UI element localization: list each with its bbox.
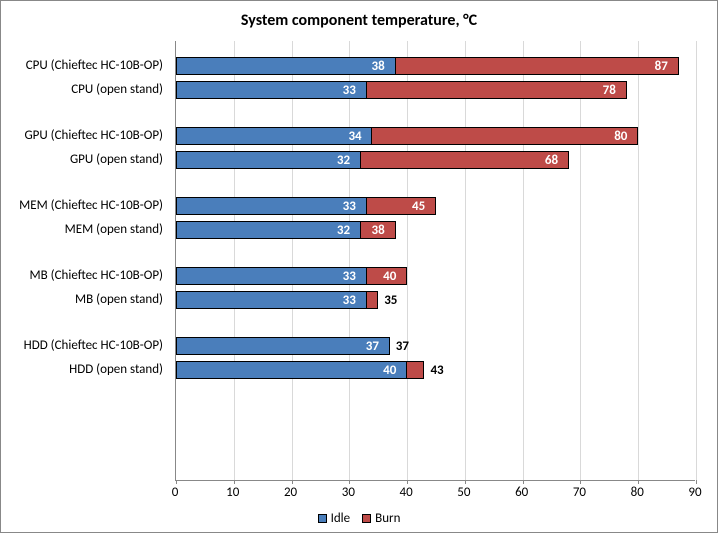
x-tick — [580, 480, 581, 484]
bar-value-idle: 38 — [372, 57, 385, 75]
bar-value-burn: 80 — [614, 127, 627, 145]
x-tick — [523, 480, 524, 484]
x-axis-label: 90 — [680, 485, 710, 500]
x-tick — [696, 480, 697, 484]
bar-segment-idle — [176, 127, 372, 145]
x-tick — [638, 480, 639, 484]
legend-label-idle: Idle — [331, 511, 351, 526]
bar-value-burn: 35 — [384, 291, 397, 309]
legend-swatch-burn — [362, 514, 371, 523]
bar-value-idle: 32 — [337, 221, 350, 239]
bar-value-burn: 78 — [603, 81, 616, 99]
chart-title: System component temperature, °C — [1, 11, 717, 30]
bar-value-burn: 38 — [372, 221, 385, 239]
y-axis-label: HDD (Chieftec HC-10B-OP) — [0, 337, 167, 355]
gridline — [292, 41, 293, 480]
x-tick — [349, 480, 350, 484]
bar-segment-idle — [176, 267, 367, 285]
y-axis-label: GPU (Chieftec HC-10B-OP) — [0, 127, 167, 145]
bar-value-idle: 33 — [343, 291, 356, 309]
bar-value-idle: 33 — [343, 81, 356, 99]
bar-value-burn: 68 — [545, 151, 558, 169]
x-axis-label: 80 — [622, 485, 652, 500]
gridline — [638, 41, 639, 480]
bar-value-burn: 40 — [383, 267, 396, 285]
y-axis-label: CPU (Chieftec HC-10B-OP) — [0, 57, 167, 75]
bar-value-burn: 43 — [430, 361, 443, 379]
x-axis-label: 60 — [507, 485, 537, 500]
gridline — [580, 41, 581, 480]
y-axis-label: MEM (open stand) — [0, 221, 167, 239]
y-axis-label: MB (Chieftec HC-10B-OP) — [0, 267, 167, 285]
gridline — [349, 41, 350, 480]
x-axis-label: 50 — [449, 485, 479, 500]
y-axis-label: GPU (open stand) — [0, 151, 167, 169]
bar-segment-idle — [176, 221, 361, 239]
x-axis-label: 40 — [391, 485, 421, 500]
legend-item-idle: Idle — [318, 511, 351, 526]
bar-value-idle: 32 — [337, 151, 350, 169]
x-axis-label: 70 — [564, 485, 594, 500]
bar-segment-idle — [176, 57, 396, 75]
legend-swatch-idle — [318, 514, 327, 523]
gridline — [465, 41, 466, 480]
bar-value-burn: 37 — [396, 337, 409, 355]
x-tick — [234, 480, 235, 484]
x-axis-label: 10 — [218, 485, 248, 500]
gridline — [696, 41, 697, 480]
y-axis-label: CPU (open stand) — [0, 81, 167, 99]
legend-label-burn: Burn — [375, 511, 400, 526]
legend: Idle Burn — [1, 511, 717, 526]
x-axis-label: 0 — [160, 485, 190, 500]
plot-area: 3887337834803268334532383340333537374043 — [175, 41, 695, 481]
gridline — [407, 41, 408, 480]
gridline — [523, 41, 524, 480]
bar-value-idle: 34 — [348, 127, 361, 145]
bar-segment-idle — [176, 81, 367, 99]
bar-segment-idle — [176, 361, 407, 379]
x-tick — [292, 480, 293, 484]
bar-segment-idle — [176, 337, 390, 355]
legend-item-burn: Burn — [362, 511, 400, 526]
bar-value-idle: 33 — [343, 197, 356, 215]
x-tick — [176, 480, 177, 484]
bar-value-idle: 37 — [366, 337, 379, 355]
bar-value-burn: 45 — [412, 197, 425, 215]
bar-value-burn: 87 — [655, 57, 668, 75]
gridline — [234, 41, 235, 480]
bar-value-idle: 33 — [343, 267, 356, 285]
chart-container: System component temperature, °C 38 87 33 7… — [0, 0, 718, 533]
x-axis-label: 30 — [333, 485, 363, 500]
bar-segment-idle — [176, 197, 367, 215]
y-axis-label: MEM (Chieftec HC-10B-OP) — [0, 197, 167, 215]
bar-value-idle: 40 — [383, 361, 396, 379]
bar-segment-idle — [176, 151, 361, 169]
bar-segment-idle — [176, 291, 367, 309]
x-tick — [407, 480, 408, 484]
y-axis-label: HDD (open stand) — [0, 361, 167, 379]
y-axis-label: MB (open stand) — [0, 291, 167, 309]
x-axis-label: 20 — [276, 485, 306, 500]
x-tick — [465, 480, 466, 484]
